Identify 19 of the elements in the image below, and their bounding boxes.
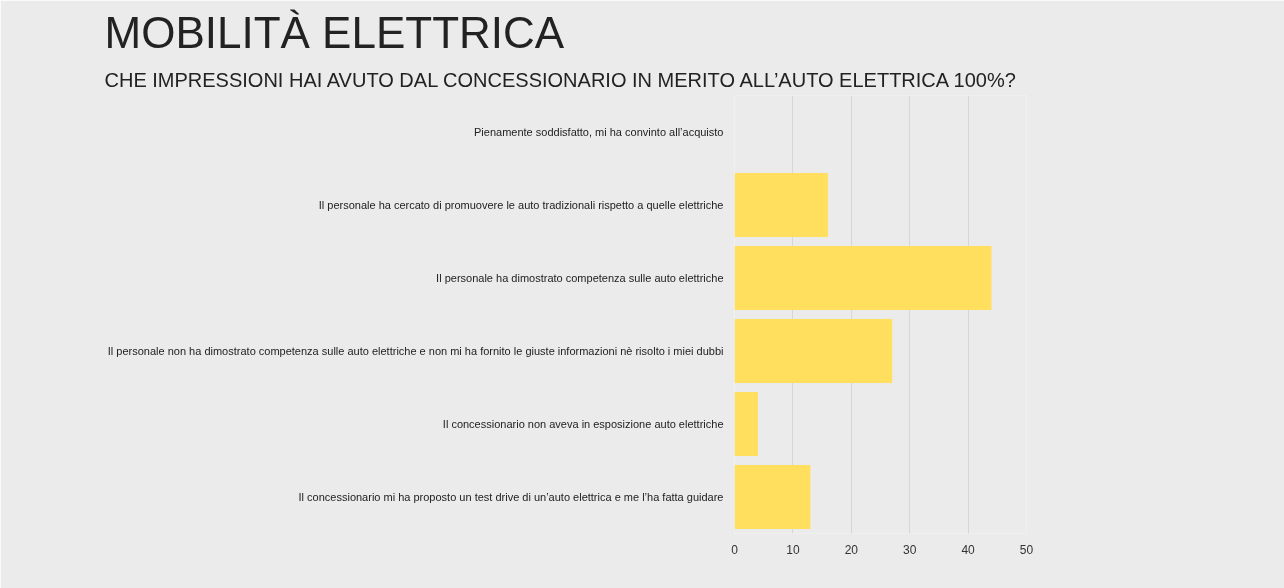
bar <box>734 464 811 530</box>
bar <box>734 172 828 238</box>
y-tick-label: Il concessionario mi ha proposto un test drive di un’auto elettrica e me l’ha fatta guidare <box>298 491 724 503</box>
text: MOBILITÀ ELETTRICA <box>104 7 565 57</box>
x-tick-label: 0 <box>731 542 739 557</box>
y-tick-label: Il personale ha dimostrato competenza sulle auto elettriche <box>436 272 724 284</box>
x-tick-label: 40 <box>961 542 976 557</box>
bar <box>734 391 758 457</box>
y-tick-label: Il personale ha cercato di promuovere le auto tradizionali rispetto a quelle elettriche <box>318 199 724 211</box>
y-tick-label: Il concessionario non aveva in esposizione auto elettriche <box>442 418 724 430</box>
text: CHE IMPRESSIONI HAI AVUTO DAL CONCESSIONARIO IN MERITO ALL’AUTO ELETTRICA 100%? <box>104 68 1016 91</box>
y-tick-label: Il personale non ha dimostrato competenza sulle auto elettriche e non mi ha fornito le giuste informazioni nè risolto i miei dubbi <box>107 345 724 357</box>
y-tick-label: Pienamente soddisfatto, mi ha convinto all’acquisto <box>474 126 724 138</box>
x-tick-label: 50 <box>1019 542 1034 557</box>
bar <box>734 318 893 384</box>
x-tick-label: 10 <box>786 542 800 557</box>
x-tick-label: 20 <box>844 542 859 557</box>
x-tick-label: 30 <box>903 542 917 557</box>
bar <box>734 245 992 311</box>
